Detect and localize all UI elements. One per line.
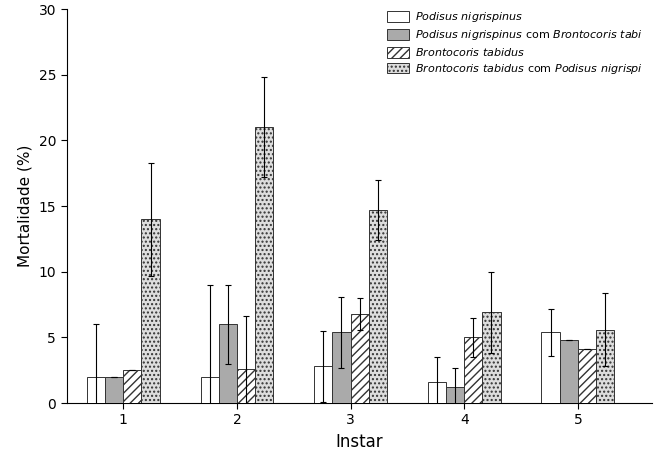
Bar: [142, 219, 160, 403]
Bar: [482, 312, 501, 403]
Bar: [255, 127, 273, 403]
Bar: [105, 377, 123, 403]
Bar: [596, 329, 614, 403]
Y-axis label: Mortalidade (%): Mortalidade (%): [18, 145, 33, 267]
Bar: [578, 349, 596, 403]
Bar: [350, 314, 369, 403]
Bar: [332, 332, 350, 403]
Bar: [201, 377, 219, 403]
Bar: [369, 210, 387, 403]
Bar: [428, 382, 446, 403]
X-axis label: Instar: Instar: [335, 433, 383, 451]
Bar: [123, 370, 142, 403]
Bar: [87, 377, 105, 403]
Bar: [315, 366, 332, 403]
Bar: [464, 338, 482, 403]
Bar: [446, 387, 464, 403]
Legend: $\it{Podisus\ nigrispinus}$, $\it{Podisus\ nigrispinus}$ com $\it{Brontocoris\ t: $\it{Podisus\ nigrispinus}$, $\it{Podisu…: [384, 7, 646, 79]
Bar: [237, 369, 255, 403]
Bar: [219, 324, 237, 403]
Bar: [541, 332, 560, 403]
Bar: [560, 340, 578, 403]
